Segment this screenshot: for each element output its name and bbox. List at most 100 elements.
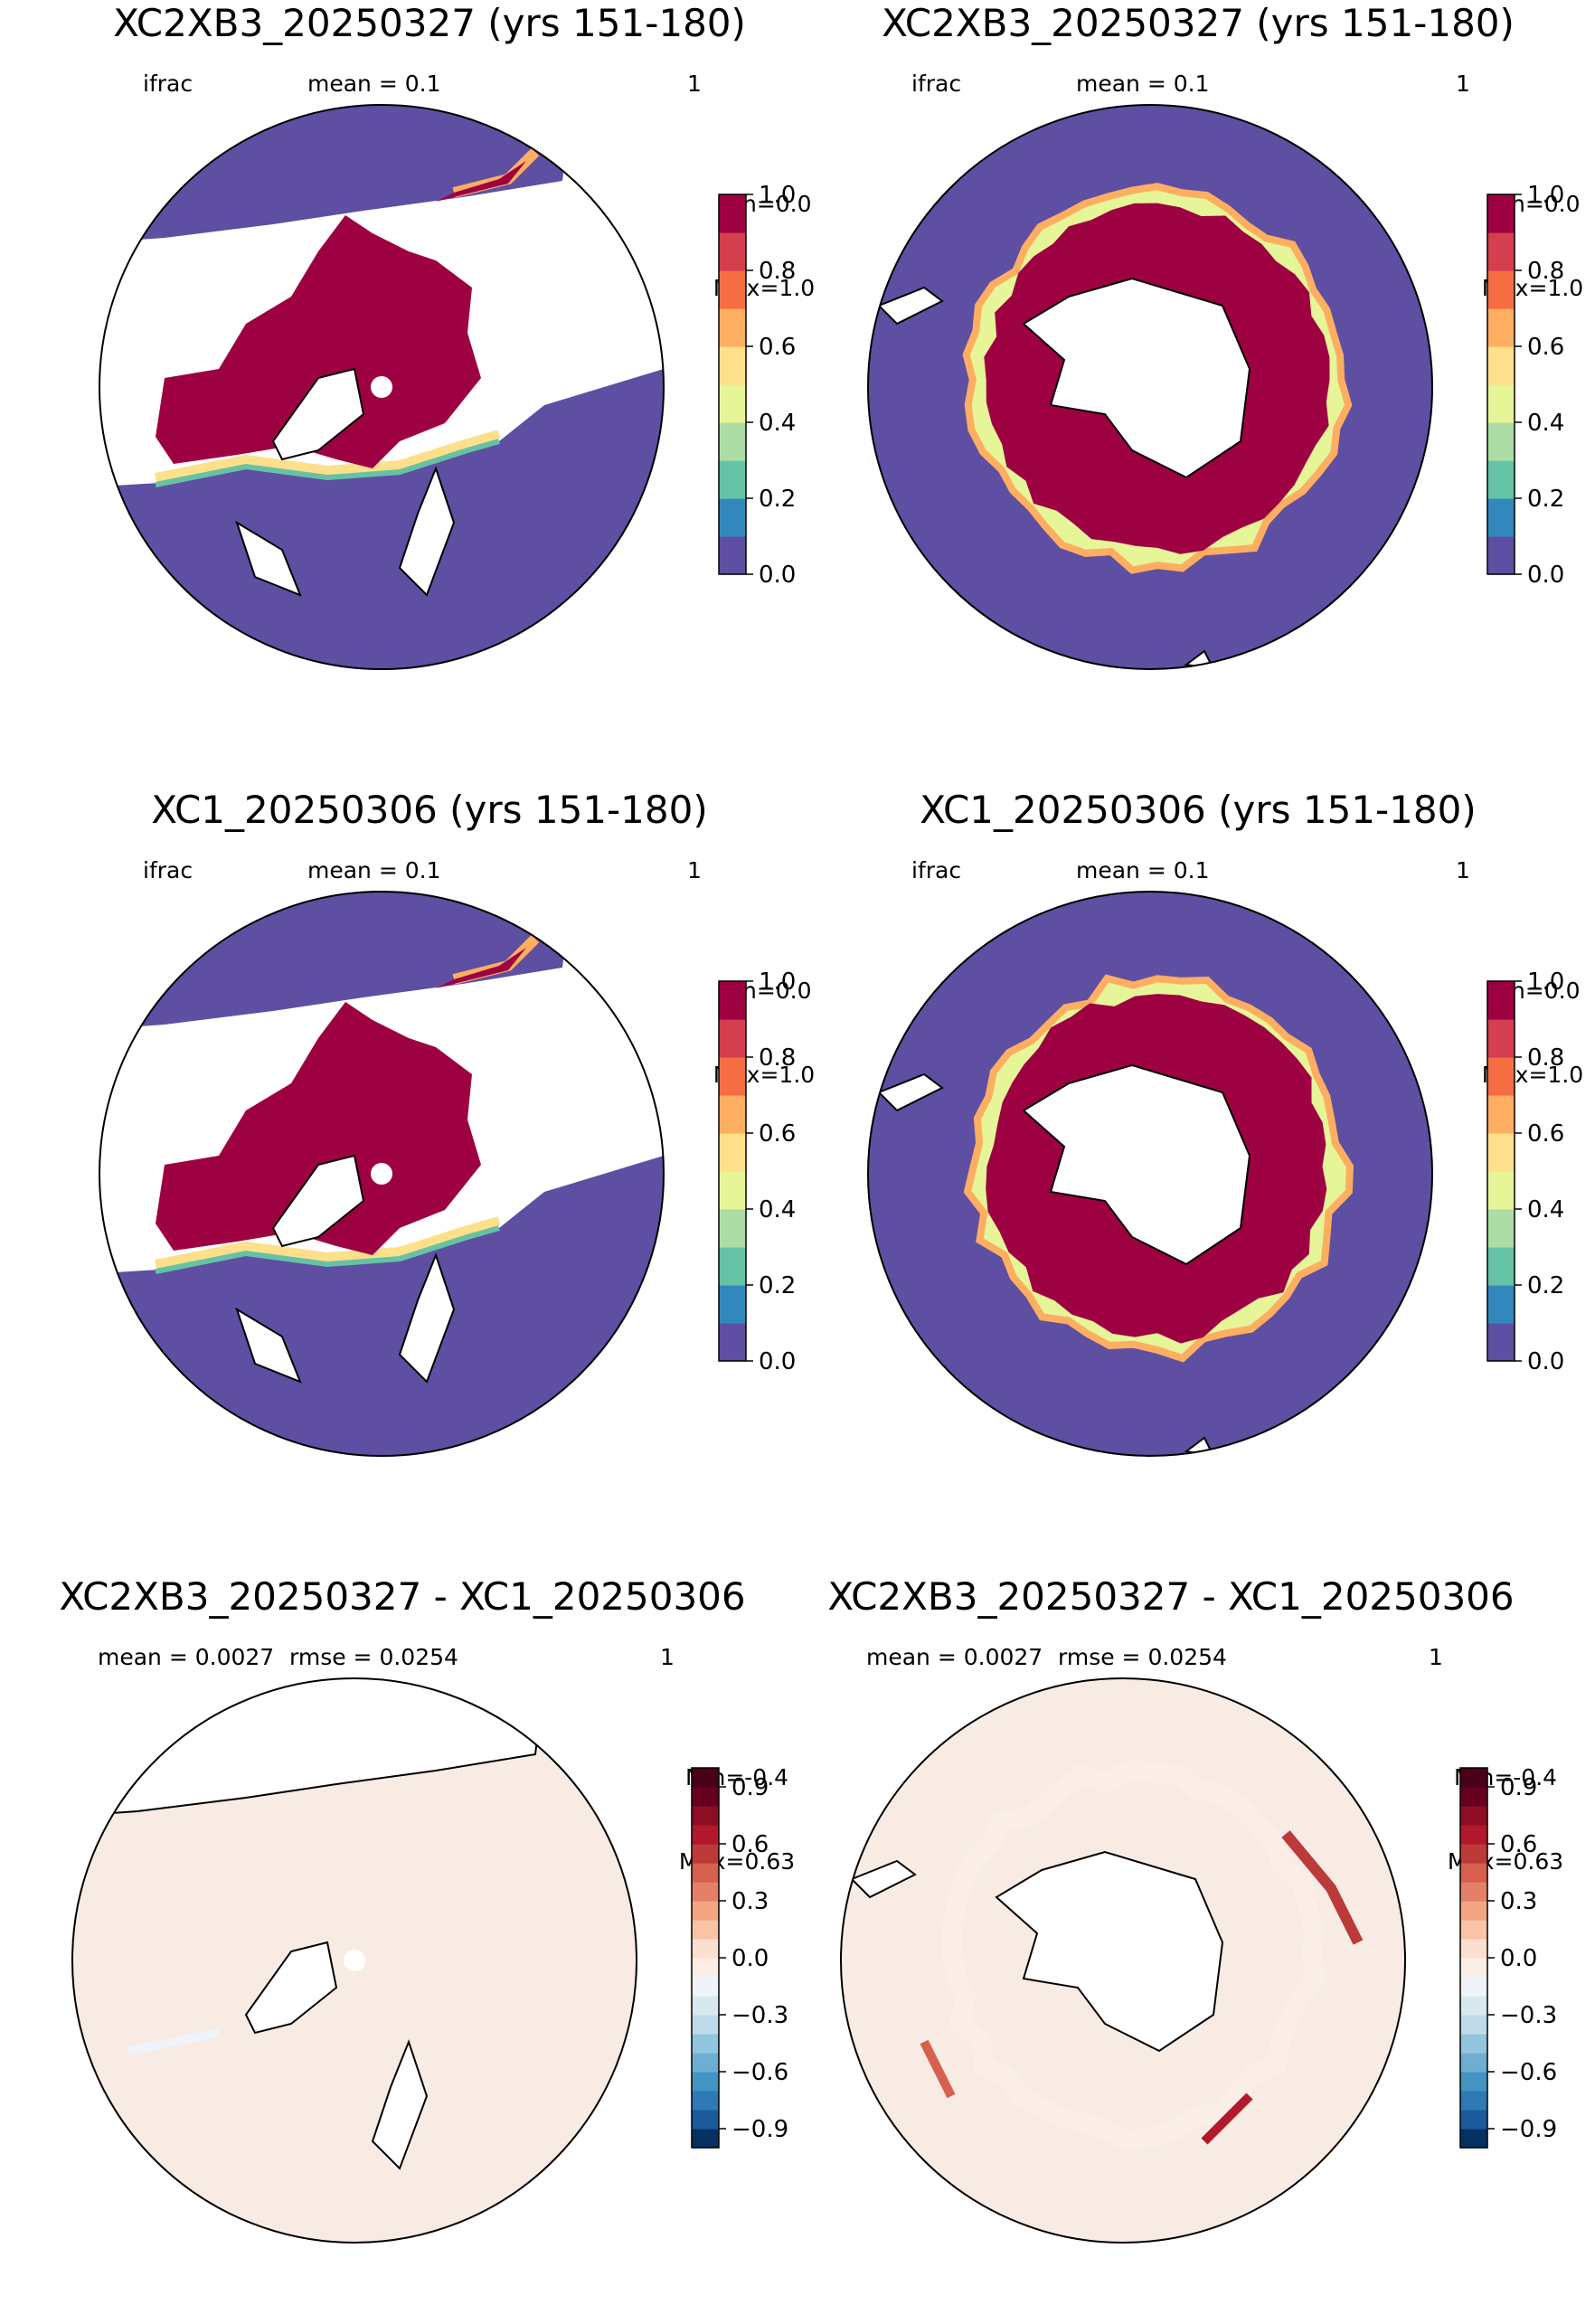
colorbar-segment — [1487, 422, 1515, 461]
colorbar-segment — [1460, 1844, 1487, 1864]
map-panel-2: XC2XB3_20250327 (yrs 151-180) ifrac mean… — [814, 0, 1583, 751]
mean-label: mean = 0.0027 — [98, 1644, 275, 1670]
colorbar-segment — [692, 2091, 719, 2111]
antarctica-outline — [1022, 1063, 1251, 1266]
units-label: 1 — [1456, 857, 1470, 883]
rmse-label: rmse = 0.0254 — [1058, 1644, 1227, 1670]
colorbar-segment — [1487, 232, 1515, 271]
colorbar-tick-label: 0.8 — [759, 258, 796, 285]
colorbar-tick-label: 0.2 — [759, 486, 796, 513]
ice-edge-band-outer — [155, 1225, 500, 1274]
colorbar-tick-label: 0.4 — [1527, 410, 1564, 437]
colorbar-segment — [692, 2015, 719, 2035]
colorbar-tick-label: 0.8 — [759, 1044, 796, 1072]
variable-label: ifrac — [911, 857, 962, 883]
colorbar: −0.9 −0.6 −0.3 0.0 0.3 0.6 0.9 — [691, 1767, 788, 2149]
map-field — [72, 1678, 637, 2243]
colorbar-segment — [1487, 1133, 1515, 1172]
antarctica-outline — [1022, 277, 1251, 479]
colorbar-segment — [719, 308, 746, 347]
colorbar-tick-label: 1.0 — [1527, 182, 1564, 209]
map-panel-4: XC1_20250306 (yrs 151-180) ifrac mean = … — [814, 787, 1583, 1537]
ice-edge-band — [155, 430, 501, 482]
colorbar-segment — [1460, 1977, 1487, 1997]
pole-hole — [371, 1163, 392, 1185]
colorbar-segment — [692, 1825, 719, 1845]
colorbar-frame — [718, 980, 747, 1362]
map-boundary — [840, 1677, 1406, 2244]
negative-anomaly-band — [127, 2028, 220, 2055]
colorbar-tick-label: 0.0 — [1527, 562, 1564, 589]
positive-anomaly-band — [920, 2039, 956, 2099]
map-boundary — [867, 891, 1433, 1457]
panel-title: XC2XB3_20250327 (yrs 151-180) — [113, 1, 746, 45]
colorbar-segment — [1460, 1920, 1487, 1940]
colorbar-tick-label: 0.6 — [1500, 1831, 1537, 1858]
pole-hole — [371, 376, 392, 398]
colorbar-segment — [1460, 2015, 1487, 2035]
panel-title: XC1_20250306 (yrs 151-180) — [151, 788, 708, 832]
colorbar-segment — [1487, 194, 1515, 233]
colorbar-tick-label: −0.9 — [731, 2116, 788, 2143]
colorbar: 0.0 0.2 0.4 0.6 0.8 1.0 — [718, 968, 796, 1375]
difference-ring — [941, 1758, 1326, 2151]
colorbar-segment — [719, 1095, 746, 1134]
colorbar-tick-label: 1.0 — [759, 968, 796, 996]
colorbar-tick-label: −0.3 — [1500, 2002, 1557, 2029]
scandinavia-outline — [371, 2039, 429, 2170]
colorbar-tick-label: 0.0 — [759, 1348, 796, 1375]
colorbar-segment — [1487, 270, 1515, 309]
colorbar-frame — [1486, 194, 1515, 575]
colorbar-tick-label: 0.4 — [759, 1196, 796, 1223]
british-isles-outline — [235, 520, 302, 597]
map-svg: −0.9 −0.6 −0.3 0.0 0.3 0.6 0.9 — [840, 1677, 1557, 2244]
map-svg: −0.9 −0.6 −0.3 0.0 0.3 0.6 0.9 — [71, 1677, 788, 2244]
map-boundary — [99, 104, 665, 670]
colorbar-segment — [719, 1133, 746, 1172]
panel-title: XC2XB3_20250327 - XC1_20250306 — [827, 1574, 1515, 1619]
colorbar-tick-label: 0.3 — [731, 1888, 769, 1915]
colorbar-tick-label: 0.6 — [759, 334, 796, 361]
colorbar-segment — [692, 2072, 719, 2092]
units-label: 1 — [660, 1644, 675, 1670]
colorbar: −0.9 −0.6 −0.3 0.0 0.3 0.6 0.9 — [1459, 1767, 1557, 2149]
colorbar-segment — [719, 981, 746, 1020]
greenland-outline — [271, 367, 365, 461]
colorbar-tick-label: −0.9 — [1500, 2116, 1557, 2143]
colorbar-tick-label: 0.4 — [1527, 1196, 1564, 1223]
colorbar-segment — [1487, 1285, 1515, 1324]
colorbar: 0.0 0.2 0.4 0.6 0.8 1.0 — [1486, 182, 1564, 589]
colorbar-tick-label: 0.2 — [759, 1272, 796, 1299]
colorbar-segment — [692, 1806, 719, 1826]
colorbar-segment — [719, 346, 746, 385]
colorbar-segment — [692, 1787, 719, 1807]
colorbar-segment — [719, 422, 746, 461]
colorbar-segment — [1460, 1958, 1487, 1978]
greenland-outline — [244, 1941, 338, 2035]
colorbar-segment — [692, 1996, 719, 2016]
map-field — [99, 892, 664, 1456]
scandinavia-outline — [398, 466, 456, 597]
colorbar-segment — [692, 1901, 719, 1921]
colorbar-tick-label: −0.3 — [731, 2002, 788, 2029]
colorbar-segment — [1460, 2034, 1487, 2054]
colorbar-segment — [1460, 1768, 1487, 1788]
colorbar-segment — [719, 1323, 746, 1362]
colorbar-segment — [719, 384, 746, 423]
colorbar-tick-label: 0.6 — [1527, 1120, 1564, 1148]
colorbar-tick-label: −0.6 — [731, 2059, 788, 2086]
colorbar-tick-label: 0.0 — [759, 562, 796, 589]
colorbar-tick-label: 0.8 — [1527, 258, 1564, 285]
antarctica-outline — [995, 1850, 1224, 2053]
colorbar-segment — [1460, 1882, 1487, 1902]
colorbar-segment — [1460, 2091, 1487, 2111]
colorbar-segment — [692, 2129, 719, 2149]
map-svg: 0.0 0.2 0.4 0.6 0.8 1.0 — [867, 104, 1564, 670]
colorbar-segment — [692, 1939, 719, 1959]
map-boundary — [71, 1677, 637, 2244]
variable-label: ifrac — [911, 71, 962, 97]
scandinavia-outline — [398, 1252, 456, 1384]
panel-title: XC2XB3_20250327 - XC1_20250306 — [59, 1574, 746, 1619]
colorbar-segment — [1487, 1323, 1515, 1362]
mean-label: mean = 0.1 — [307, 71, 441, 97]
